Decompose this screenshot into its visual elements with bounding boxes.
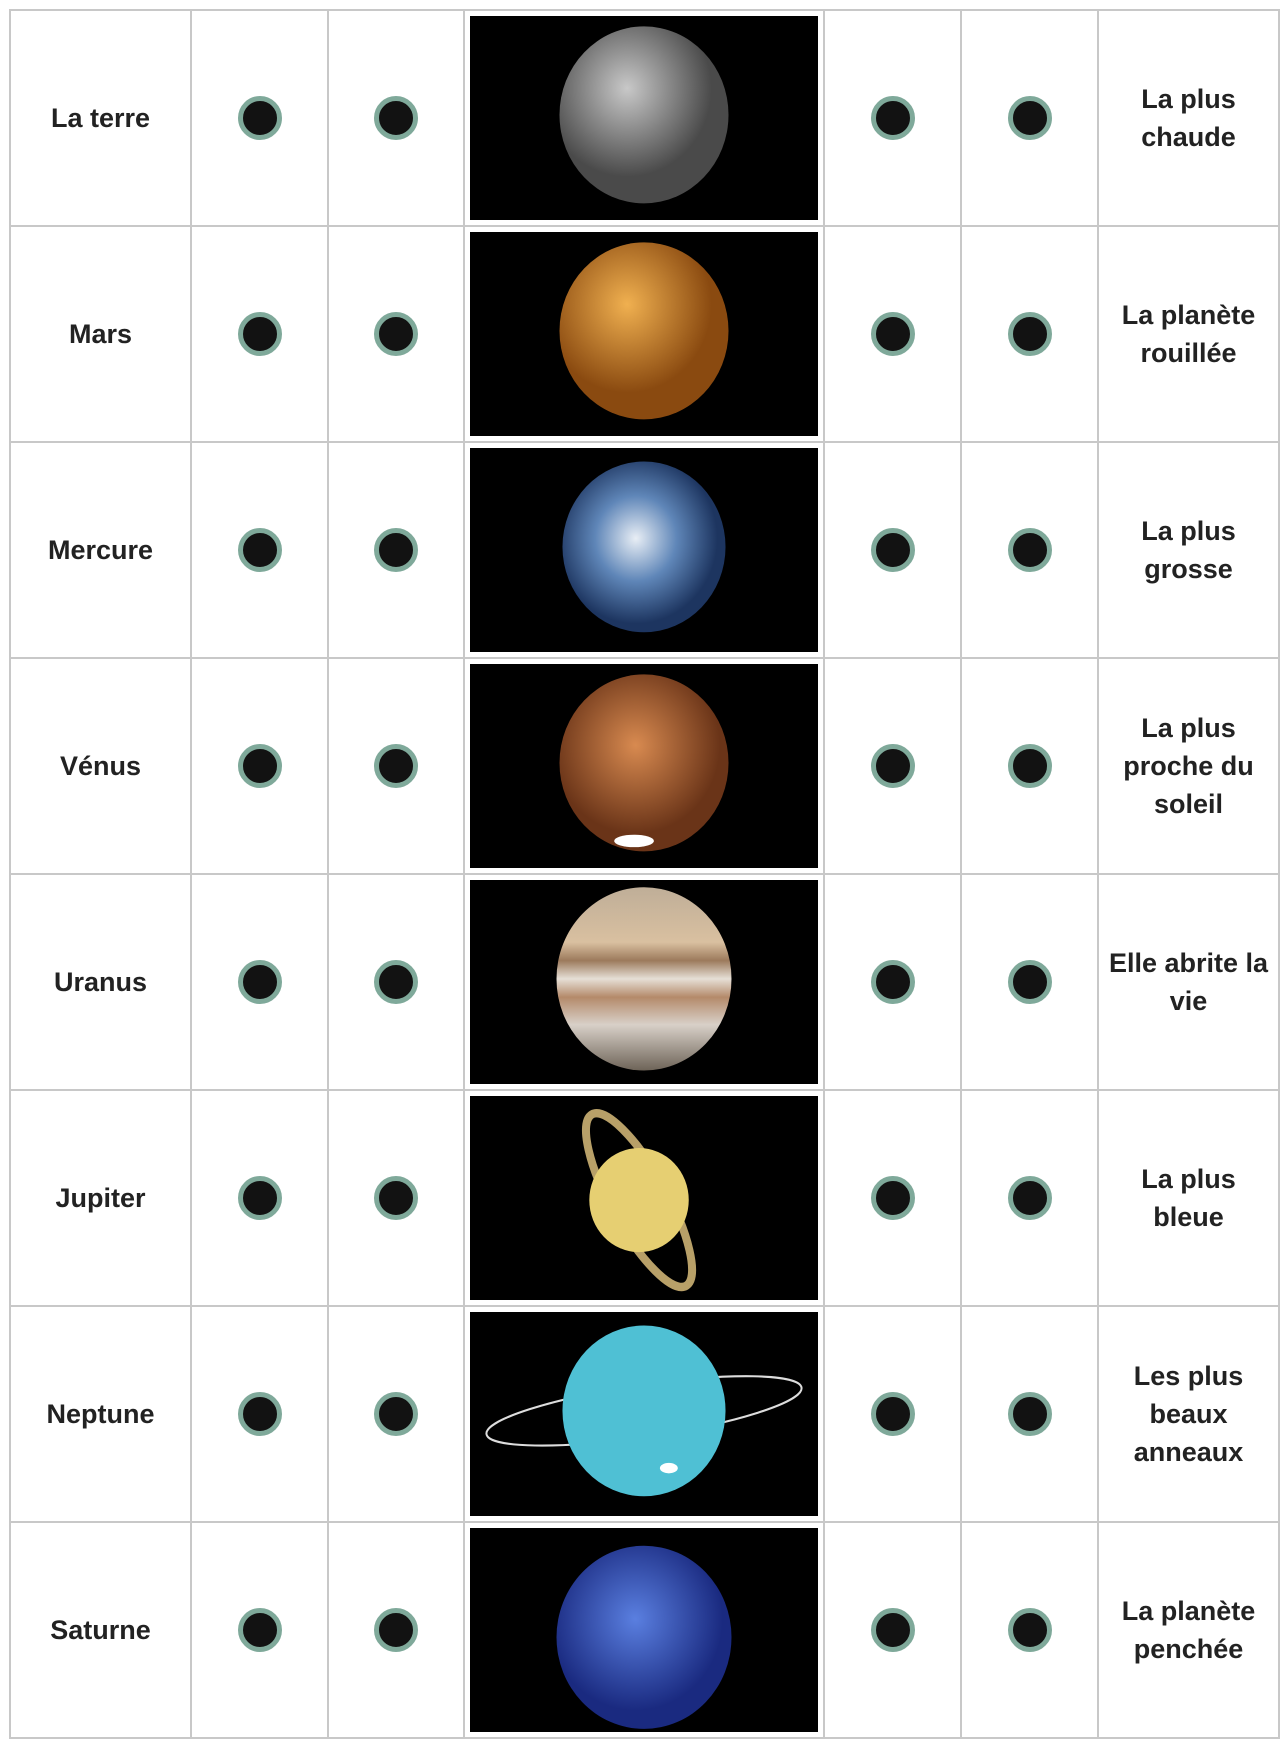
- planet-description: La planète rouillée: [1099, 227, 1280, 443]
- connect-dot[interactable]: [870, 1608, 915, 1652]
- planet-picture: [470, 1312, 818, 1516]
- dot-cell: [962, 875, 1099, 1091]
- planet-image: [465, 1523, 825, 1739]
- connect-dot[interactable]: [1007, 1392, 1052, 1436]
- dot-cell: [825, 1091, 962, 1307]
- planet-image: [465, 1307, 825, 1523]
- connect-dot[interactable]: [870, 1176, 915, 1220]
- connect-dot[interactable]: [237, 1176, 282, 1220]
- connect-dot[interactable]: [237, 960, 282, 1004]
- dot-cell: [962, 1523, 1099, 1739]
- planet-picture: [470, 1528, 818, 1732]
- planet-image: [465, 443, 825, 659]
- connect-dot[interactable]: [237, 96, 282, 140]
- connect-dot[interactable]: [1007, 744, 1052, 788]
- connect-dot[interactable]: [374, 312, 418, 356]
- planet-name: Mars: [11, 227, 192, 443]
- planet-description: La plus chaude: [1099, 11, 1280, 227]
- connect-dot[interactable]: [1007, 312, 1052, 356]
- planet-picture: [470, 232, 818, 436]
- dot-cell: [329, 1091, 465, 1307]
- dot-cell: [192, 227, 329, 443]
- connect-dot[interactable]: [237, 1608, 282, 1652]
- connect-dot[interactable]: [237, 312, 282, 356]
- planet-name: Neptune: [11, 1307, 192, 1523]
- dot-cell: [192, 11, 329, 227]
- dot-cell: [192, 1307, 329, 1523]
- connect-dot[interactable]: [374, 1608, 418, 1652]
- planet-image: [465, 227, 825, 443]
- dot-cell: [825, 227, 962, 443]
- dot-cell: [329, 875, 465, 1091]
- planet-image: [465, 1091, 825, 1307]
- planet-name: Mercure: [11, 443, 192, 659]
- dot-cell: [192, 875, 329, 1091]
- connect-dot[interactable]: [374, 960, 418, 1004]
- dot-cell: [329, 659, 465, 875]
- connect-dot[interactable]: [374, 1176, 418, 1220]
- connect-dot[interactable]: [374, 528, 418, 572]
- dot-cell: [962, 1307, 1099, 1523]
- connect-dot[interactable]: [237, 1392, 282, 1436]
- dot-cell: [825, 875, 962, 1091]
- planet-name: La terre: [11, 11, 192, 227]
- dot-cell: [825, 659, 962, 875]
- planet-picture: [470, 448, 818, 652]
- dot-cell: [329, 1307, 465, 1523]
- planet-picture: [470, 664, 818, 868]
- connect-dot[interactable]: [870, 1392, 915, 1436]
- planet-description: La planète penchée: [1099, 1523, 1280, 1739]
- planet-description: Les plus beaux anneaux: [1099, 1307, 1280, 1523]
- dot-cell: [962, 659, 1099, 875]
- dot-cell: [329, 1523, 465, 1739]
- connect-dot[interactable]: [374, 96, 418, 140]
- connect-dot[interactable]: [1007, 960, 1052, 1004]
- planet-name: Vénus: [11, 659, 192, 875]
- planet-description: La plus bleue: [1099, 1091, 1280, 1307]
- planet-image: [465, 875, 825, 1091]
- connect-dot[interactable]: [1007, 1608, 1052, 1652]
- planet-name: Uranus: [11, 875, 192, 1091]
- connect-dot[interactable]: [1007, 528, 1052, 572]
- planet-name: Jupiter: [11, 1091, 192, 1307]
- dot-cell: [825, 11, 962, 227]
- dot-cell: [329, 11, 465, 227]
- planet-image: [465, 659, 825, 875]
- dot-cell: [962, 11, 1099, 227]
- dot-cell: [962, 1091, 1099, 1307]
- connect-dot[interactable]: [237, 744, 282, 788]
- planet-picture: [470, 880, 818, 1084]
- dot-cell: [825, 1307, 962, 1523]
- connect-dot[interactable]: [870, 744, 915, 788]
- dot-cell: [192, 659, 329, 875]
- dot-cell: [192, 1523, 329, 1739]
- dot-cell: [192, 1091, 329, 1307]
- connect-dot[interactable]: [870, 528, 915, 572]
- connect-dot[interactable]: [870, 96, 915, 140]
- dot-cell: [825, 1523, 962, 1739]
- matching-board: La terre La plus chaude Mars La planète rou…: [9, 9, 1280, 1739]
- dot-cell: [825, 443, 962, 659]
- planet-description: La plus proche du soleil: [1099, 659, 1280, 875]
- dot-cell: [192, 443, 329, 659]
- planet-description: La plus grosse: [1099, 443, 1280, 659]
- connect-dot[interactable]: [237, 528, 282, 572]
- connect-dot[interactable]: [870, 960, 915, 1004]
- dot-cell: [962, 227, 1099, 443]
- connect-dot[interactable]: [374, 744, 418, 788]
- planet-picture: [470, 1096, 818, 1300]
- planet-picture: [470, 16, 818, 220]
- connect-dot[interactable]: [870, 312, 915, 356]
- connect-dot[interactable]: [1007, 96, 1052, 140]
- connect-dot[interactable]: [374, 1392, 418, 1436]
- dot-cell: [329, 227, 465, 443]
- planet-image: [465, 11, 825, 227]
- planet-name: Saturne: [11, 1523, 192, 1739]
- connect-dot[interactable]: [1007, 1176, 1052, 1220]
- dot-cell: [329, 443, 465, 659]
- dot-cell: [962, 443, 1099, 659]
- planet-description: Elle abrite la vie: [1099, 875, 1280, 1091]
